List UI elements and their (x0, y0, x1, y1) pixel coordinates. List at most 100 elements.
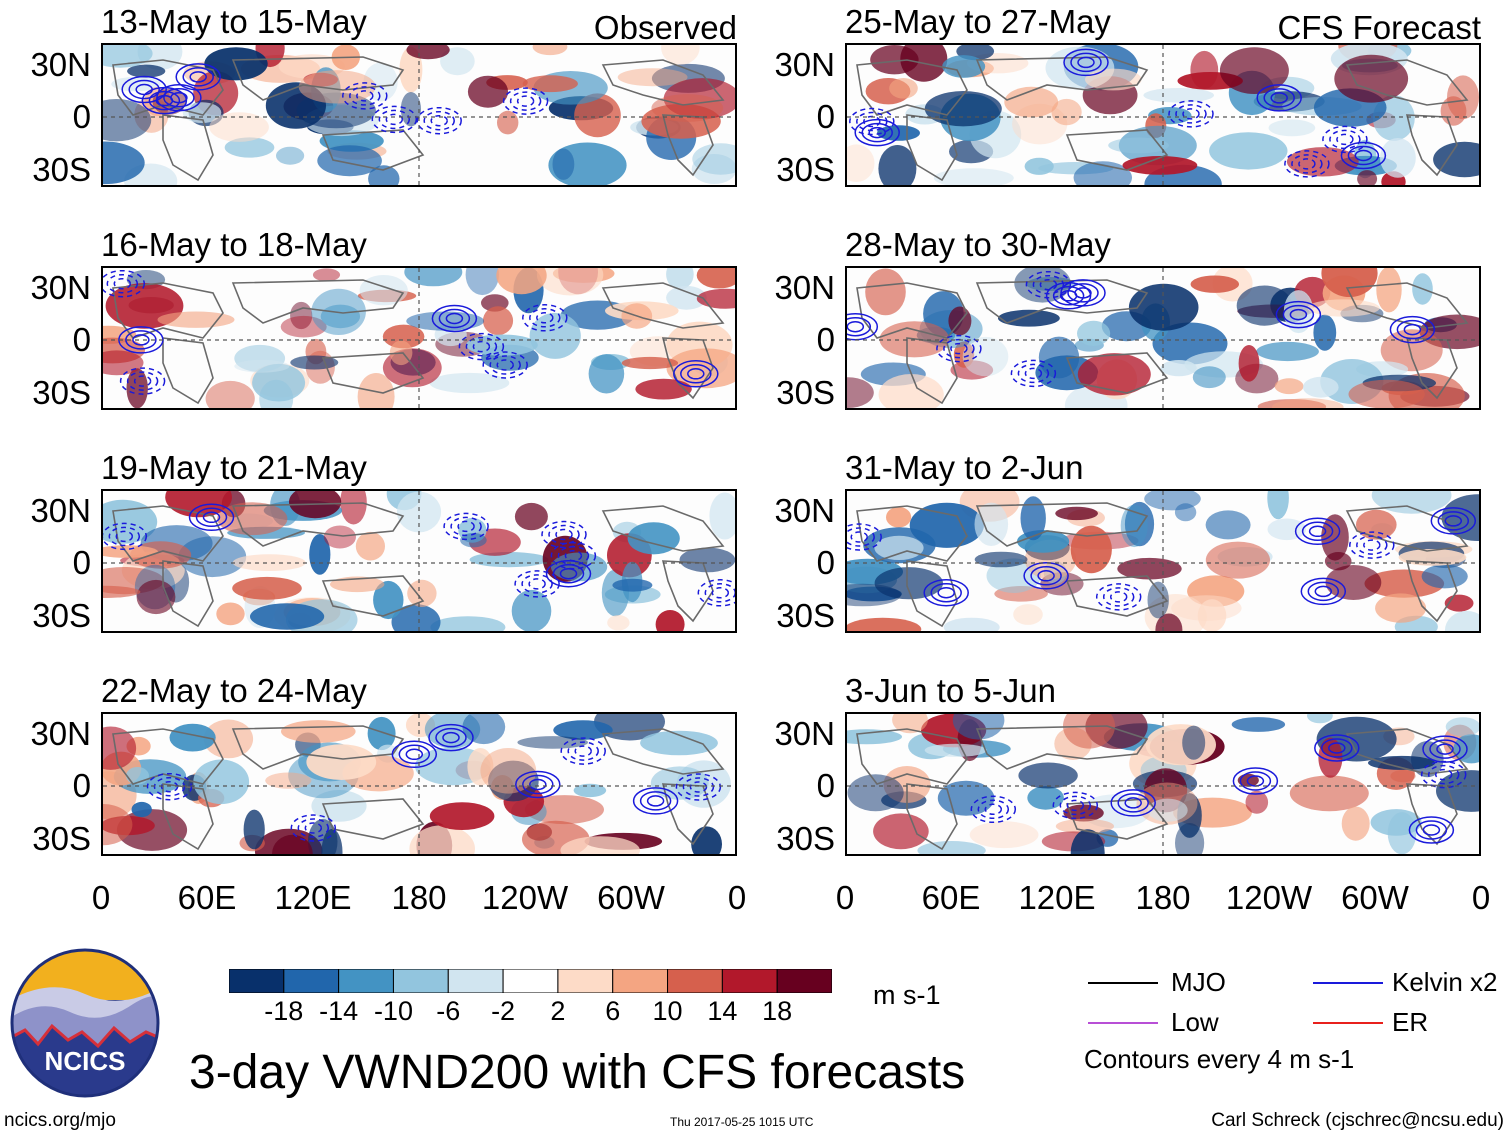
kelvin-contour (923, 578, 969, 607)
coastline (856, 728, 968, 785)
longitude-label: 0 (1471, 879, 1491, 916)
kelvin-contour (1322, 125, 1368, 154)
wind-anomaly-blob (640, 730, 718, 756)
longitude-label: 0 (835, 879, 855, 916)
longitude-label: 180 (1135, 879, 1191, 916)
coastline (1345, 505, 1469, 552)
wind-anomaly-blob (635, 378, 692, 400)
wind-anomaly-blob (874, 567, 943, 600)
wind-anomaly-blob (696, 288, 735, 309)
kelvin-contour (1314, 585, 1333, 598)
wind-anomaly-blob (136, 579, 176, 615)
kelvin-contour (1263, 88, 1295, 108)
panel-title: 25-May to 27-May (845, 3, 1111, 40)
wind-anomaly-blob (574, 93, 621, 138)
wind-anomaly-blob (924, 743, 987, 757)
latitude-label: 30S (32, 151, 91, 188)
latitude-label: 0 (72, 544, 91, 581)
kelvin-contour (1077, 56, 1095, 69)
panel-title: 22-May to 24-May (101, 672, 367, 709)
kelvin-contour (489, 355, 521, 375)
wind-anomaly-blob (281, 720, 356, 743)
wind-anomaly-blob (1055, 818, 1114, 834)
kelvin-contour (1437, 511, 1470, 531)
wind-anomaly-blob (692, 143, 735, 175)
logo-text: NCICS (45, 1046, 126, 1076)
kelvin-contour (1356, 535, 1388, 555)
wind-anomaly-blob (409, 825, 475, 854)
kelvin-contour (509, 91, 542, 111)
colorbar-swatch (721, 968, 778, 994)
wind-anomaly-blob (974, 551, 1028, 568)
kelvin-contour (1168, 100, 1214, 128)
coastline (231, 725, 405, 770)
wind-anomaly-blob (126, 368, 148, 408)
wind-anomaly-blob (1209, 132, 1288, 170)
wind-anomaly-blob (127, 64, 166, 78)
kelvin-contour (482, 351, 528, 379)
kelvin-contour (1095, 583, 1142, 611)
kelvin-contour (1308, 525, 1327, 538)
panel-title: 3-Jun to 5-Jun (845, 672, 1056, 709)
kelvin-contour (574, 745, 592, 757)
wind-anomaly-blob (847, 144, 875, 182)
wind-anomaly-blob (340, 491, 367, 525)
kelvin-contour (1340, 141, 1387, 170)
wind-anomaly-blob (1447, 75, 1479, 120)
coastline (1065, 129, 1169, 171)
kelvin-contour (514, 570, 560, 598)
kelvin-contour (1063, 48, 1109, 77)
kelvin-contour (472, 340, 491, 353)
kelvin-contour (1117, 793, 1149, 813)
longitude-label: 120E (1018, 879, 1096, 916)
wind-anomaly-blob (924, 91, 1002, 127)
wind-anomaly-blob (1307, 714, 1333, 724)
wind-anomaly-blob (1171, 595, 1242, 621)
kelvin-contour (1010, 359, 1057, 388)
coastline (162, 560, 214, 628)
wind-anomaly-blob (1272, 398, 1344, 408)
kelvin-contour (1347, 145, 1380, 166)
coastline (975, 56, 1149, 101)
kelvin-contour (1282, 304, 1315, 325)
wind-anomaly-blob (1055, 506, 1098, 521)
kelvin-contour (847, 320, 865, 333)
kelvin-contour (673, 360, 719, 388)
kelvin-contour (850, 531, 868, 543)
wind-anomaly-blob (280, 315, 327, 338)
wind-anomaly-blob (1190, 275, 1239, 293)
kelvin-contour (936, 334, 982, 363)
kelvin-contour (1239, 771, 1272, 791)
wind-anomaly-blob (407, 579, 437, 607)
wind-anomaly-blob (259, 379, 294, 408)
footer-author: Carl Schreck (cjschrec@ncsu.edu) (1211, 1110, 1504, 1131)
wind-anomaly-blob (696, 268, 735, 289)
panel-title: 31-May to 2-Jun (845, 449, 1084, 486)
colorbar-tick-label: 2 (550, 996, 566, 1026)
footer-url[interactable]: ncics.org/mjo (4, 1110, 116, 1131)
kelvin-contour (119, 367, 166, 395)
latitude-label: 30S (32, 820, 91, 857)
kelvin-contour (984, 803, 1003, 816)
wind-anomaly-blob (368, 165, 400, 185)
kelvin-contour (529, 308, 561, 328)
kelvin-contour (528, 578, 546, 590)
wind-anomaly-blob (517, 736, 588, 749)
kelvin-contour (1314, 734, 1360, 762)
kelvin-contour (1024, 367, 1043, 380)
wind-anomaly-blob (1348, 379, 1425, 408)
coastline (1065, 575, 1169, 617)
kelvin-contour (1025, 270, 1072, 299)
kelvin-contour (545, 559, 592, 588)
wind-anomaly-blob (1390, 770, 1416, 783)
kelvin-contour (1430, 507, 1477, 535)
wind-anomaly-blob (1027, 786, 1064, 810)
wind-anomaly-blob (1192, 366, 1226, 389)
kelvin-contour (1300, 577, 1347, 606)
wind-anomaly-blob (1122, 156, 1198, 175)
kelvin-contour (1422, 824, 1441, 836)
kelvin-contour (1289, 308, 1308, 321)
wind-anomaly-blob (1375, 593, 1427, 623)
longitude-label: 60W (597, 879, 665, 916)
wind-anomaly-blob (617, 68, 688, 87)
